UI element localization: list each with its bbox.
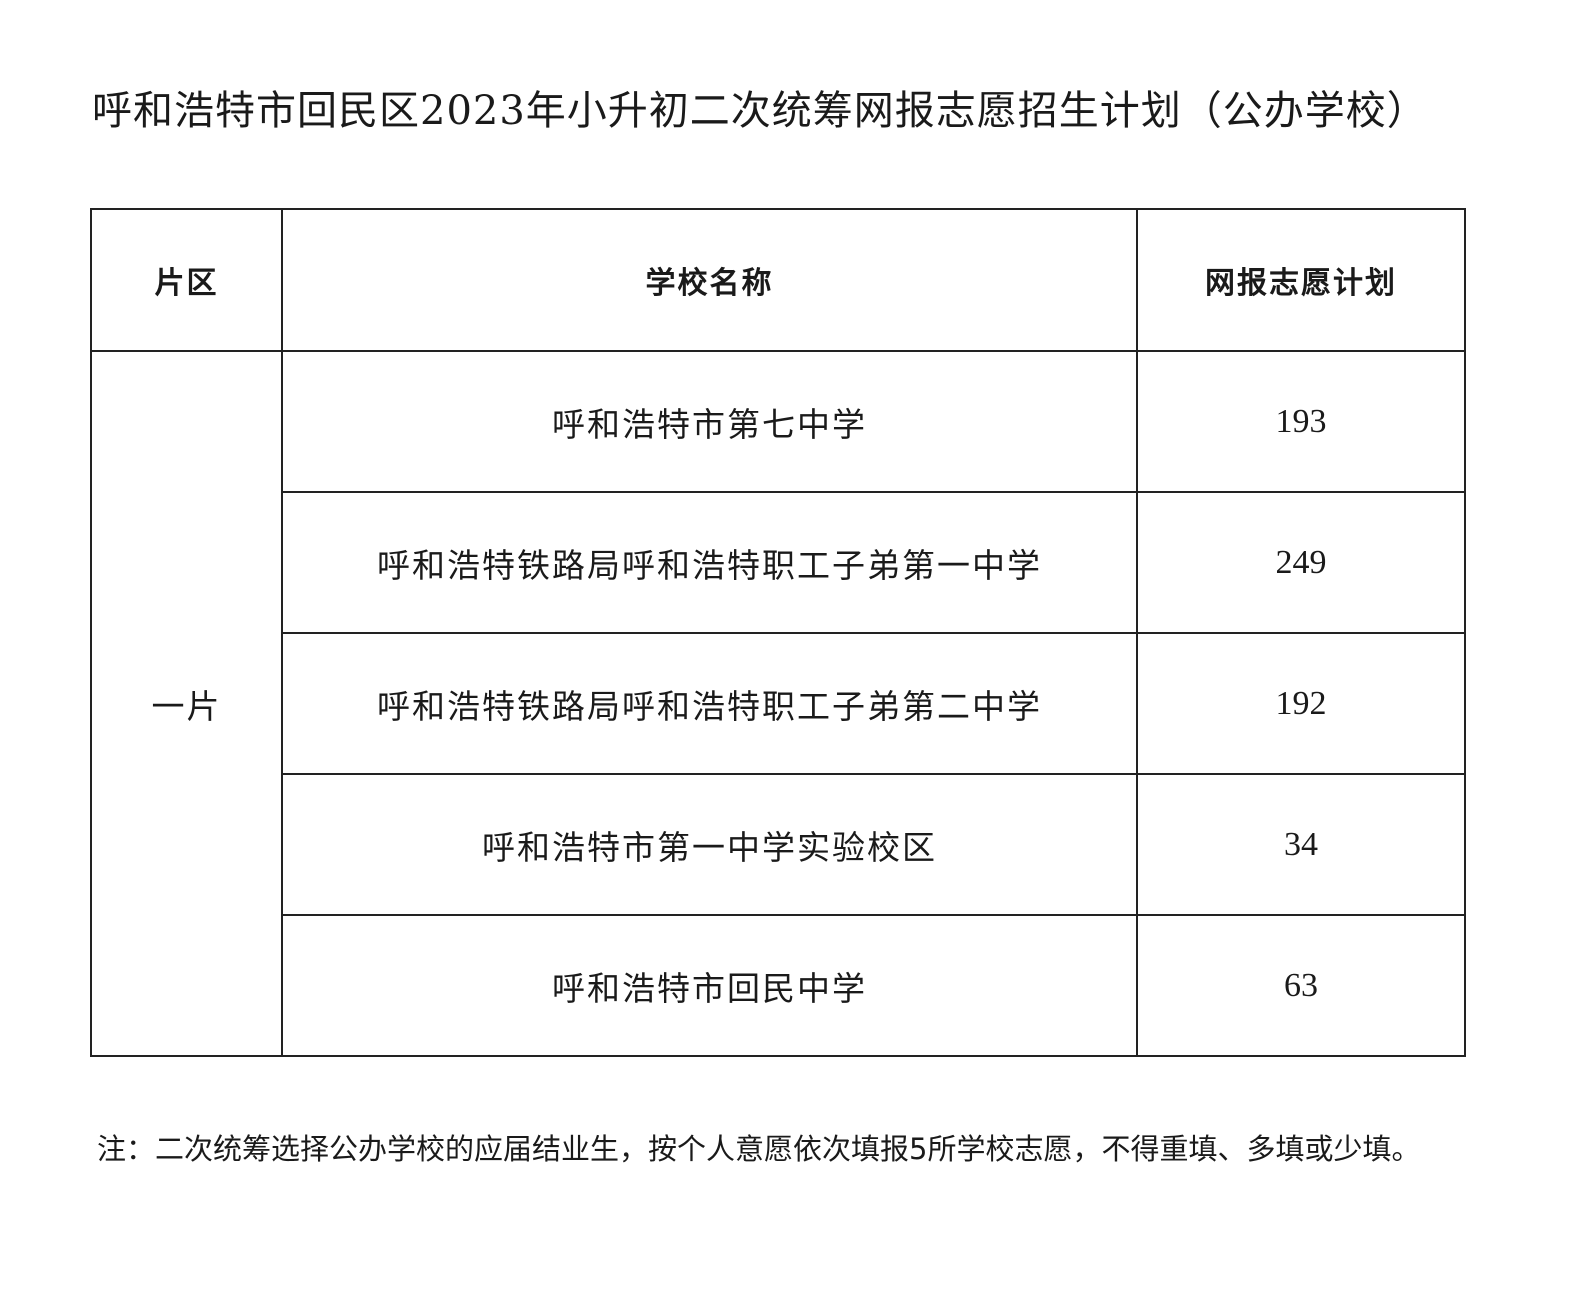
- school-name-cell: 呼和浩特市第一中学实验校区: [281, 773, 1138, 916]
- table-row: 呼和浩特铁路局呼和浩特职工子弟第一中学 249: [91, 491, 1466, 634]
- school-name-cell: 呼和浩特市回民中学: [281, 914, 1138, 1057]
- plan-cell: 193: [1136, 350, 1466, 493]
- header-plan: 网报志愿计划: [1136, 208, 1466, 352]
- footnote: 注：二次统筹选择公办学校的应届结业生，按个人意愿依次填报5所学校志愿，不得重填、…: [97, 1132, 1421, 1166]
- plan-cell: 249: [1136, 491, 1466, 634]
- table-row: 呼和浩特市回民中学 63: [91, 914, 1466, 1057]
- plan-cell: 63: [1136, 914, 1466, 1057]
- school-name-cell: 呼和浩特市第七中学: [281, 350, 1138, 493]
- district-cell: 一片: [90, 350, 283, 1057]
- plan-cell: 192: [1136, 632, 1466, 775]
- table-header-row: 片区 学校名称 网报志愿计划: [90, 208, 1466, 352]
- header-district: 片区: [90, 208, 283, 352]
- table-row: 呼和浩特市第一中学实验校区 34: [91, 773, 1466, 916]
- header-school-name: 学校名称: [281, 208, 1138, 352]
- enrollment-plan-table: 片区 学校名称 网报志愿计划 一片 呼和浩特市第七中学 193 呼和浩特铁路局呼和浩特…: [90, 208, 1466, 1057]
- school-name-cell: 呼和浩特铁路局呼和浩特职工子弟第一中学: [281, 491, 1138, 634]
- page-title: 呼和浩特市回民区2023年小升初二次统筹网报志愿招生计划（公办学校）: [92, 88, 1428, 134]
- plan-cell: 34: [1136, 773, 1466, 916]
- school-name-cell: 呼和浩特铁路局呼和浩特职工子弟第二中学: [281, 632, 1138, 775]
- table-row: 呼和浩特铁路局呼和浩特职工子弟第二中学 192: [91, 632, 1466, 775]
- table-row: 一片 呼和浩特市第七中学 193: [90, 350, 1466, 1057]
